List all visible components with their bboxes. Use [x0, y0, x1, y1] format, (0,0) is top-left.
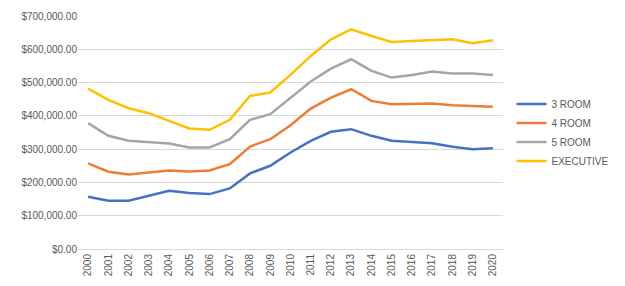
svg-text:2013: 2013 — [345, 254, 356, 277]
svg-text:2006: 2006 — [204, 254, 215, 277]
svg-text:2000: 2000 — [82, 254, 93, 277]
svg-text:2020: 2020 — [487, 254, 498, 277]
svg-text:2019: 2019 — [467, 254, 478, 277]
svg-text:2017: 2017 — [426, 254, 437, 277]
svg-text:$100,000.00: $100,000.00 — [21, 210, 77, 221]
svg-text:4 ROOM: 4 ROOM — [552, 118, 591, 129]
svg-text:2016: 2016 — [406, 254, 417, 277]
svg-text:2015: 2015 — [386, 254, 397, 277]
svg-text:2008: 2008 — [244, 254, 255, 277]
svg-text:2007: 2007 — [224, 254, 235, 277]
svg-text:2010: 2010 — [285, 254, 296, 277]
svg-text:$400,000.00: $400,000.00 — [21, 110, 77, 121]
svg-text:EXECUTIVE: EXECUTIVE — [552, 156, 609, 167]
svg-text:5 ROOM: 5 ROOM — [552, 137, 591, 148]
svg-text:2004: 2004 — [163, 254, 174, 277]
svg-text:2014: 2014 — [366, 254, 377, 277]
svg-text:2002: 2002 — [123, 254, 134, 277]
svg-text:$600,000.00: $600,000.00 — [21, 44, 77, 55]
svg-text:$500,000.00: $500,000.00 — [21, 77, 77, 88]
svg-text:2018: 2018 — [447, 254, 458, 277]
svg-text:$700,000.00: $700,000.00 — [21, 11, 77, 22]
svg-text:2005: 2005 — [184, 254, 195, 277]
svg-text:$300,000.00: $300,000.00 — [21, 144, 77, 155]
svg-text:2011: 2011 — [305, 254, 316, 276]
svg-text:2009: 2009 — [265, 254, 276, 277]
svg-text:3 ROOM: 3 ROOM — [552, 99, 591, 110]
svg-text:$200,000.00: $200,000.00 — [21, 177, 77, 188]
svg-text:2003: 2003 — [143, 254, 154, 277]
svg-text:$0.00: $0.00 — [52, 244, 77, 255]
svg-text:2001: 2001 — [103, 254, 114, 277]
svg-text:2012: 2012 — [325, 254, 336, 277]
